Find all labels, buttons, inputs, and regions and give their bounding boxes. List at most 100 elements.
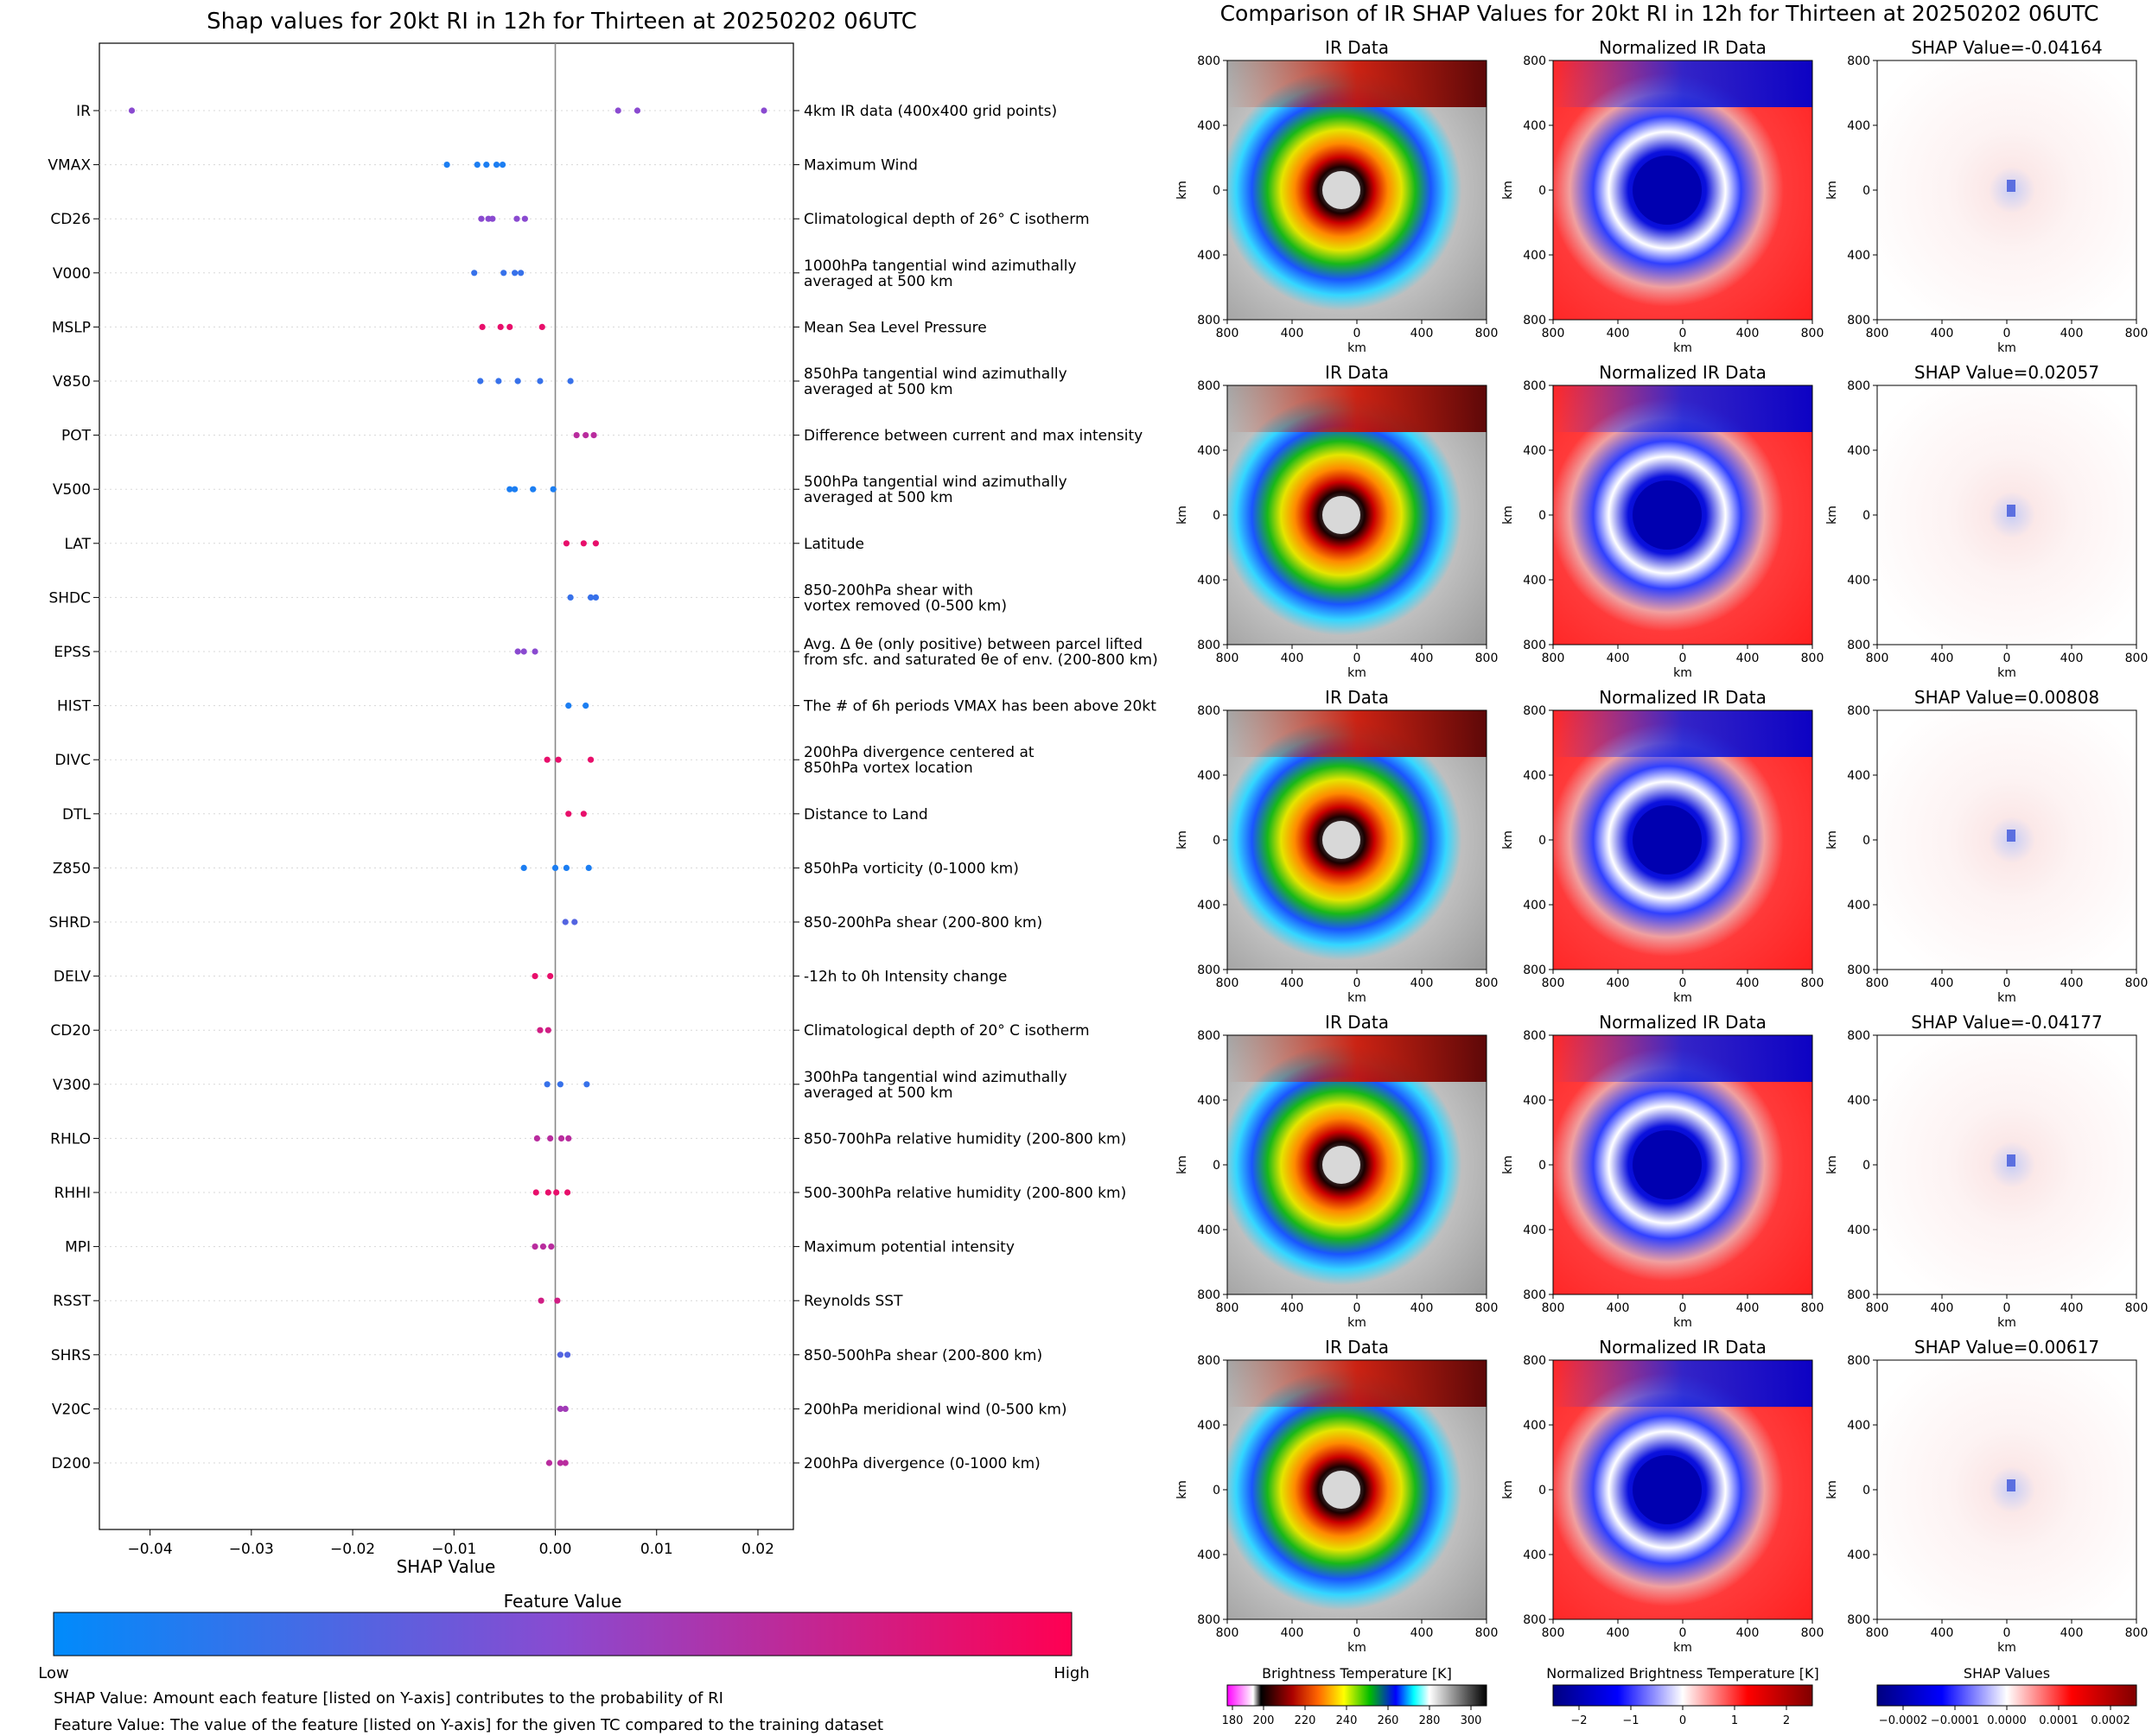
panel-x-tick-label: 800 (1216, 652, 1239, 665)
panel-x-axis-label: km (1347, 1641, 1366, 1655)
panel-y-tick-label: 400 (1197, 1419, 1220, 1433)
panel-y-axis-label: km (1175, 1480, 1189, 1499)
shap-point (544, 1189, 551, 1196)
right-chart-title: Comparison of IR SHAP Values for 20kt RI… (1220, 1, 2099, 26)
feature-name-label: SHDC (48, 589, 91, 607)
panel-x-tick-label: 800 (1216, 1301, 1239, 1315)
panel-y-tick-label: 800 (1197, 639, 1220, 652)
bottom-colorbars: Brightness Temperature [K] 180 200 220 240 26… (1222, 1665, 2137, 1727)
feature-name-label: SHRD (49, 914, 91, 932)
feature-name-label: VMAX (48, 157, 91, 175)
panel-x-tick-label: 400 (1410, 652, 1434, 665)
panel-title: IR Data (1325, 362, 1389, 383)
feature-name-label: POT (61, 428, 92, 445)
panel-y-tick-label: 0 (1862, 1159, 1870, 1173)
panel-y-axis-label: km (1825, 1480, 1839, 1499)
panel-x-tick-label: 400 (1736, 1301, 1760, 1315)
panel-x-tick-label: 400 (1410, 1301, 1434, 1315)
panel-y-tick-label: 400 (1523, 1419, 1546, 1433)
feature-name-label: Z850 (53, 860, 91, 877)
panel-x-tick-label: 800 (1475, 327, 1499, 340)
feature-desc-label: from sfc. and saturated θe of env. (200-… (804, 652, 1158, 669)
panel-x-tick-label: 400 (1736, 1626, 1760, 1640)
panel-y-tick-label: 400 (1523, 574, 1546, 588)
panel-y-tick-label: 0 (1538, 1484, 1546, 1498)
panel-y-axis-label: km (1825, 181, 1839, 200)
shap-point (532, 1189, 539, 1196)
panel-y-tick-label: 800 (1847, 314, 1870, 327)
panel-y-tick-label: 0 (1213, 509, 1220, 523)
panel-y-tick-label: 800 (1197, 1288, 1220, 1302)
panel-image-cloudband (1553, 385, 1812, 432)
shap-point (514, 378, 521, 385)
panel-y-tick-label: 0 (1538, 509, 1546, 523)
shap-point (544, 756, 551, 763)
panel-y-tick-label: 800 (1847, 54, 1870, 68)
x-tick-label: −0.01 (431, 1541, 476, 1558)
panel-y-tick-label: 0 (1213, 184, 1220, 198)
shap-hotspot (2007, 1479, 2015, 1491)
shap-hotspot (2007, 505, 2015, 517)
panel-y-tick-label: 800 (1847, 379, 1870, 393)
storm-core (1633, 480, 1702, 550)
panel-x-tick-label: 800 (1475, 1626, 1499, 1640)
panel-y-tick-label: 800 (1847, 639, 1870, 652)
panel-title: SHAP Value=-0.04177 (1911, 1012, 2102, 1033)
feature-name-label: EPSS (54, 644, 91, 661)
panel-x-tick-label: 0 (1679, 327, 1687, 340)
panel-x-tick-label: 400 (2060, 976, 2084, 990)
shap-point (587, 594, 595, 601)
panel-x-tick-label: 400 (2060, 1301, 2084, 1315)
storm-core (1633, 805, 1702, 874)
feature-name-label: V500 (53, 481, 91, 499)
panel-title: SHAP Value=0.00617 (1914, 1337, 2099, 1358)
shap-hotspot (2007, 180, 2015, 192)
panel-x-tick-label: 0 (1353, 327, 1361, 340)
panel-y-tick-label: 800 (1197, 54, 1220, 68)
panel-x-tick-label: 0 (1679, 652, 1687, 665)
panel-x-axis-label: km (1347, 991, 1366, 1005)
colorbar-tick-label: 0.0000 (1987, 1714, 2027, 1727)
panel-x-tick-label: 400 (1736, 652, 1760, 665)
panel-x-tick-label: 400 (1607, 327, 1630, 340)
shap-point (544, 1081, 551, 1088)
feature-desc-label: Climatological depth of 20° C isotherm (804, 1022, 1090, 1040)
storm-core (1633, 1455, 1702, 1524)
panel-y-tick-label: 400 (1847, 1224, 1870, 1237)
panel-x-tick-label: 800 (1866, 652, 1889, 665)
panel-x-tick-label: 0 (2003, 652, 2011, 665)
colorbar-tick-label: 0.0001 (2039, 1714, 2079, 1727)
shap-point (512, 486, 519, 493)
panel-y-tick-label: 400 (1197, 1548, 1220, 1562)
panel-y-tick-label: 800 (1197, 1029, 1220, 1043)
shap-point (563, 864, 570, 872)
panel-x-tick-label: 0 (2003, 1626, 2011, 1640)
shap-point (583, 703, 589, 709)
panel-x-tick-label: 800 (1475, 976, 1499, 990)
feature-name-label: DIVC (54, 752, 91, 769)
panel-y-axis-label: km (1825, 1155, 1839, 1174)
feature-desc-label: 300hPa tangential wind azimuthally (804, 1069, 1067, 1086)
x-tick-label: 0.00 (539, 1541, 572, 1558)
shap-point (547, 973, 554, 980)
footnote-feature: Feature Value: The value of the feature … (54, 1716, 883, 1734)
shap-point (538, 323, 545, 330)
shap-point (477, 378, 484, 385)
panel-y-axis-label: km (1825, 506, 1839, 525)
panel-x-axis-label: km (1997, 1641, 2016, 1655)
panel-y-tick-label: 800 (1523, 1288, 1546, 1302)
panel-x-tick-label: 400 (1607, 1626, 1630, 1640)
shap-point (513, 215, 520, 222)
panel-y-tick-label: 800 (1197, 1354, 1220, 1368)
panel-x-axis-label: km (1347, 341, 1366, 355)
panel-y-tick-label: 400 (1847, 1419, 1870, 1433)
panel-y-tick-label: 0 (1538, 184, 1546, 198)
feature-name-label: CD26 (50, 211, 91, 228)
colorbar-label: Brightness Temperature [K] (1262, 1665, 1452, 1682)
panel-image-cloudband (1227, 60, 1487, 107)
feature-name-label: SHRS (51, 1347, 91, 1364)
shap-point (483, 162, 490, 169)
panel-x-tick-label: 800 (1801, 1301, 1824, 1315)
panel-x-tick-label: 400 (2060, 327, 2084, 340)
panel-x-tick-label: 0 (1679, 1626, 1687, 1640)
